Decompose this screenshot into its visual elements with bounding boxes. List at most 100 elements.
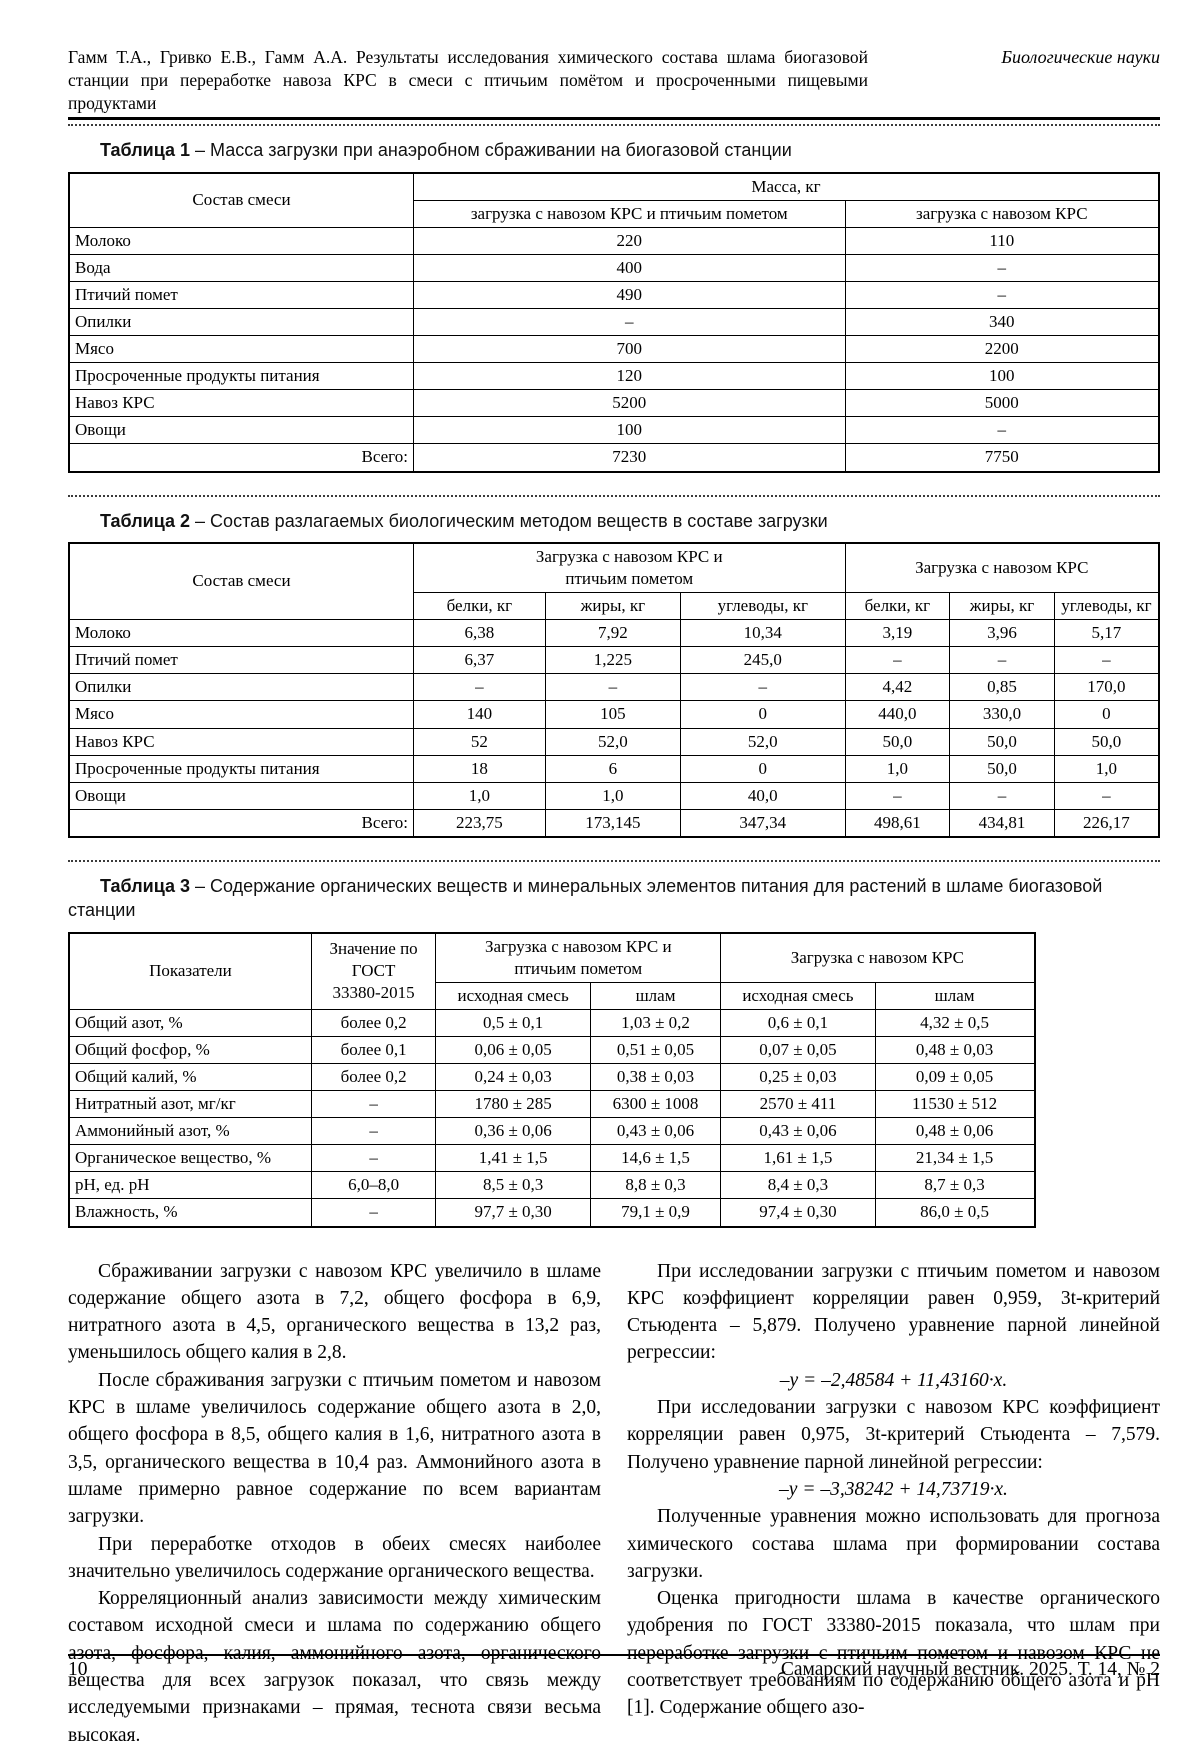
table1-subcol-2: загрузка с навозом КРС: [844, 199, 1160, 228]
row-label: Молоко: [68, 619, 414, 648]
cell-value: –: [844, 253, 1160, 282]
table-row: Всего: 7230 7750: [68, 443, 1160, 473]
table2-group-2: Загрузка с навозом КРС: [844, 542, 1160, 594]
row-label: Общий калий, %: [68, 1062, 312, 1092]
section-label: Биологические науки: [1001, 47, 1160, 67]
cell-value: –: [844, 280, 1160, 310]
table-row: Навоз КРС 52 52,0 52,0 50,0 50,0 50,0: [68, 727, 1160, 756]
table1-caption-label: Таблица 1: [100, 140, 191, 161]
cell-value: 97,4 ± 0,30: [720, 1198, 876, 1228]
table2-subcol-5: жиры, кг: [949, 592, 1055, 621]
row-label: Птичий помет: [68, 280, 414, 310]
table1-body: Молоко 220 110 Вода 400– Птичий помет 490– Опил…: [68, 226, 1160, 445]
table3-caption-text: – Содержание органических веществ и мине…: [68, 875, 1103, 921]
table-row: Опилки –340: [68, 308, 1160, 337]
table2-subcol-6: углеводы, кг: [1053, 592, 1160, 621]
total-value: 223,75: [412, 808, 546, 838]
total-value: 347,34: [679, 808, 846, 838]
cell-value: 330,0: [949, 700, 1055, 729]
cell-value: 100: [844, 362, 1160, 391]
cell-value: 0: [1053, 700, 1160, 729]
table-row: Овощи 100–: [68, 416, 1160, 445]
cell-value: 0,51 ± 0,05: [589, 1035, 722, 1064]
journal-reference: Самарский научный вестник. 2025. Т. 14, …: [780, 1659, 1160, 1680]
row-label: Навоз КРС: [68, 727, 414, 756]
cell-value: 105: [544, 700, 681, 729]
table3-subcol-1: исходная смесь: [435, 981, 591, 1010]
cell-value: 6300 ± 1008: [589, 1090, 722, 1119]
cell-value: 6: [544, 754, 681, 783]
paragraph: При исследовании загрузки с птичьим поме…: [627, 1260, 1160, 1364]
table2-total-row: Всего: 223,75 173,145 347,34 498,61 434,…: [68, 808, 1160, 838]
table-row: Молоко 220 110: [68, 226, 1160, 255]
table-row: загрузка с навозом КРС и птичьим пометом…: [69, 199, 1160, 228]
table-row: Мясо 700 2200: [68, 335, 1160, 364]
cell-value: 0,6 ± 0,1: [720, 1008, 876, 1037]
cell-value: 245,0: [679, 646, 846, 675]
row-label: Овощи: [68, 781, 414, 810]
cell-value: 1,0: [412, 781, 546, 810]
dotted-divider: [68, 494, 1160, 497]
table1-col-composition: Состав смеси: [68, 172, 414, 228]
table2-caption-label: Таблица 2: [100, 510, 191, 531]
row-label: Навоз КРС: [68, 389, 414, 418]
row-label: Органическое вещество, %: [68, 1144, 312, 1173]
cell-value: 1,0: [844, 754, 951, 783]
total-label: Всего:: [68, 443, 414, 473]
cell-value: –: [310, 1144, 437, 1173]
cell-value: 0: [679, 700, 846, 729]
cell-value: 21,34 ± 1,5: [874, 1144, 1036, 1173]
table3-body: Общий азот, % более 0,2 0,5 ± 0,1 1,03 ± 0,…: [68, 1008, 1036, 1228]
cell-value: 0,07 ± 0,05: [720, 1035, 876, 1064]
dotted-divider: [68, 124, 1160, 127]
table3-group-1-label: Загрузка с навозом КРС и птичьим пометом: [484, 936, 672, 978]
table1-total-row: Всего: 7230 7750: [68, 443, 1160, 473]
cell-value: –: [844, 781, 951, 810]
table-row: Просроченные продукты питания 120 100: [68, 362, 1160, 391]
table2-subcol-3: углеводы, кг: [679, 592, 846, 621]
table3-head: Показатели Значение по ГОСТ 33380-2015 З…: [68, 932, 1036, 1010]
cell-value: 1780 ± 285: [435, 1090, 591, 1119]
cell-value: 0,43 ± 0,06: [589, 1117, 722, 1146]
cell-value: 50,0: [949, 754, 1055, 783]
table3-group-1: Загрузка с навозом КРС и птичьим пометом: [435, 932, 722, 983]
row-label: Молоко: [68, 226, 414, 255]
cell-value: 0,5 ± 0,1: [435, 1008, 591, 1037]
table-row: Общий азот, % более 0,2 0,5 ± 0,1 1,03 ± 0,…: [68, 1008, 1036, 1037]
cell-value: 700: [412, 335, 846, 364]
table2-group-1-label: Загрузка с навозом КРС и птичьим пометом: [535, 546, 723, 588]
table-row: Опилки – – –4,42 0,85 170,0: [68, 673, 1160, 702]
regression-equation-2: –y = –3,38242 + 14,73719·x.: [779, 1478, 1008, 1500]
row-label: Птичий помет: [68, 646, 414, 675]
regression-equation-1: –y = –2,48584 + 11,43160·x.: [779, 1369, 1008, 1391]
cell-value: 8,7 ± 0,3: [874, 1171, 1036, 1200]
table-row: Овощи 1,0 1,0 40,0– – –: [68, 781, 1160, 810]
table2-caption-text: – Состав разлагаемых биологическим метод…: [190, 510, 828, 531]
table2-subcol-4: белки, кг: [844, 592, 951, 621]
table-row: Органическое вещество, % –1,41 ± 1,5 14,6 …: [68, 1144, 1036, 1173]
cell-value: –: [679, 673, 846, 702]
cell-value: 2570 ± 411: [720, 1090, 876, 1119]
cell-value: 140: [412, 700, 546, 729]
cell-value: 0,06 ± 0,05: [435, 1035, 591, 1064]
table2: Состав смеси Загрузка с навозом КРС и пт…: [68, 541, 1160, 838]
table2-col-composition: Состав смеси: [68, 542, 414, 621]
cell-value: –: [544, 673, 681, 702]
table-row: белки, кг жиры, кг углеводы, кг белки, к…: [69, 592, 1160, 621]
table3-subcol-2: шлам: [589, 981, 722, 1010]
cell-value: 0,38 ± 0,03: [589, 1062, 722, 1092]
table-row: Навоз КРС 5200 5000: [68, 389, 1160, 418]
cell-value: –: [949, 646, 1055, 675]
journal-page: { "header": { "title": "Гамм Т.А., Гривк…: [68, 47, 1160, 1746]
cell-value: 5200: [412, 389, 846, 418]
table3-col-gost: Значение по ГОСТ 33380-2015: [310, 932, 437, 1010]
cell-value: 3,96: [949, 619, 1055, 648]
cell-value: –: [1053, 646, 1160, 675]
table-row: Молоко 6,38 7,92 10,34 3,19 3,96 5,17: [68, 619, 1160, 648]
table-row: исходная смесь шлам исходная смесь шлам: [69, 981, 1036, 1010]
paragraph: Полученные уравнения можно использовать …: [627, 1506, 1160, 1582]
table3-group-2: Загрузка с навозом КРС: [720, 932, 1035, 983]
cell-value: 97,7 ± 0,30: [435, 1198, 591, 1228]
cell-value: более 0,1: [310, 1035, 437, 1064]
cell-value: 0: [679, 754, 846, 783]
